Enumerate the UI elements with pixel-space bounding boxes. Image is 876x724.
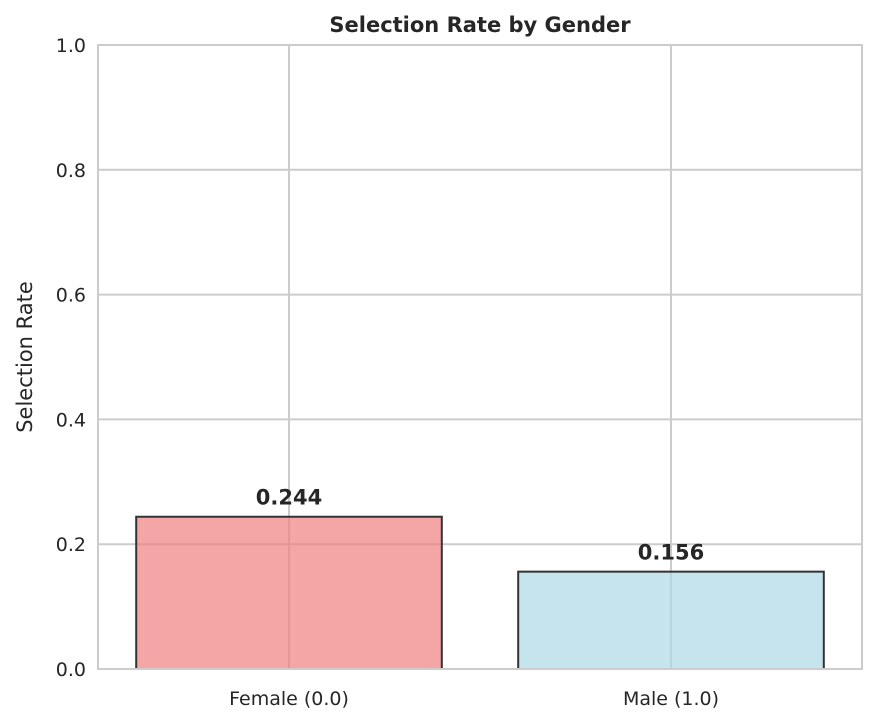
y-tick-label: 0.2 (56, 534, 86, 556)
x-tick-label: Male (1.0) (623, 688, 719, 710)
bars (135, 515, 825, 671)
y-tick-labels: 0.0 0.2 0.4 0.6 0.8 1.0 (56, 35, 86, 681)
value-label: 0.156 (638, 541, 704, 565)
y-tick-label: 0.8 (56, 160, 86, 182)
axes-frame (97, 44, 863, 670)
chart-title: Selection Rate by Gender (329, 13, 631, 37)
y-tick-label: 0.4 (56, 409, 86, 431)
x-tick-labels: Female (0.0) Male (1.0) (229, 688, 719, 710)
x-tick-label: Female (0.0) (229, 688, 349, 710)
y-axis-title: Selection Rate (13, 281, 37, 433)
y-tick-label: 1.0 (56, 35, 86, 57)
value-label: 0.244 (256, 486, 322, 510)
y-tick-label: 0.0 (56, 659, 86, 681)
bar-male (517, 570, 825, 671)
y-tick-label: 0.6 (56, 285, 86, 307)
bar-female (135, 515, 443, 671)
value-labels: 0.244 0.156 (256, 486, 704, 565)
